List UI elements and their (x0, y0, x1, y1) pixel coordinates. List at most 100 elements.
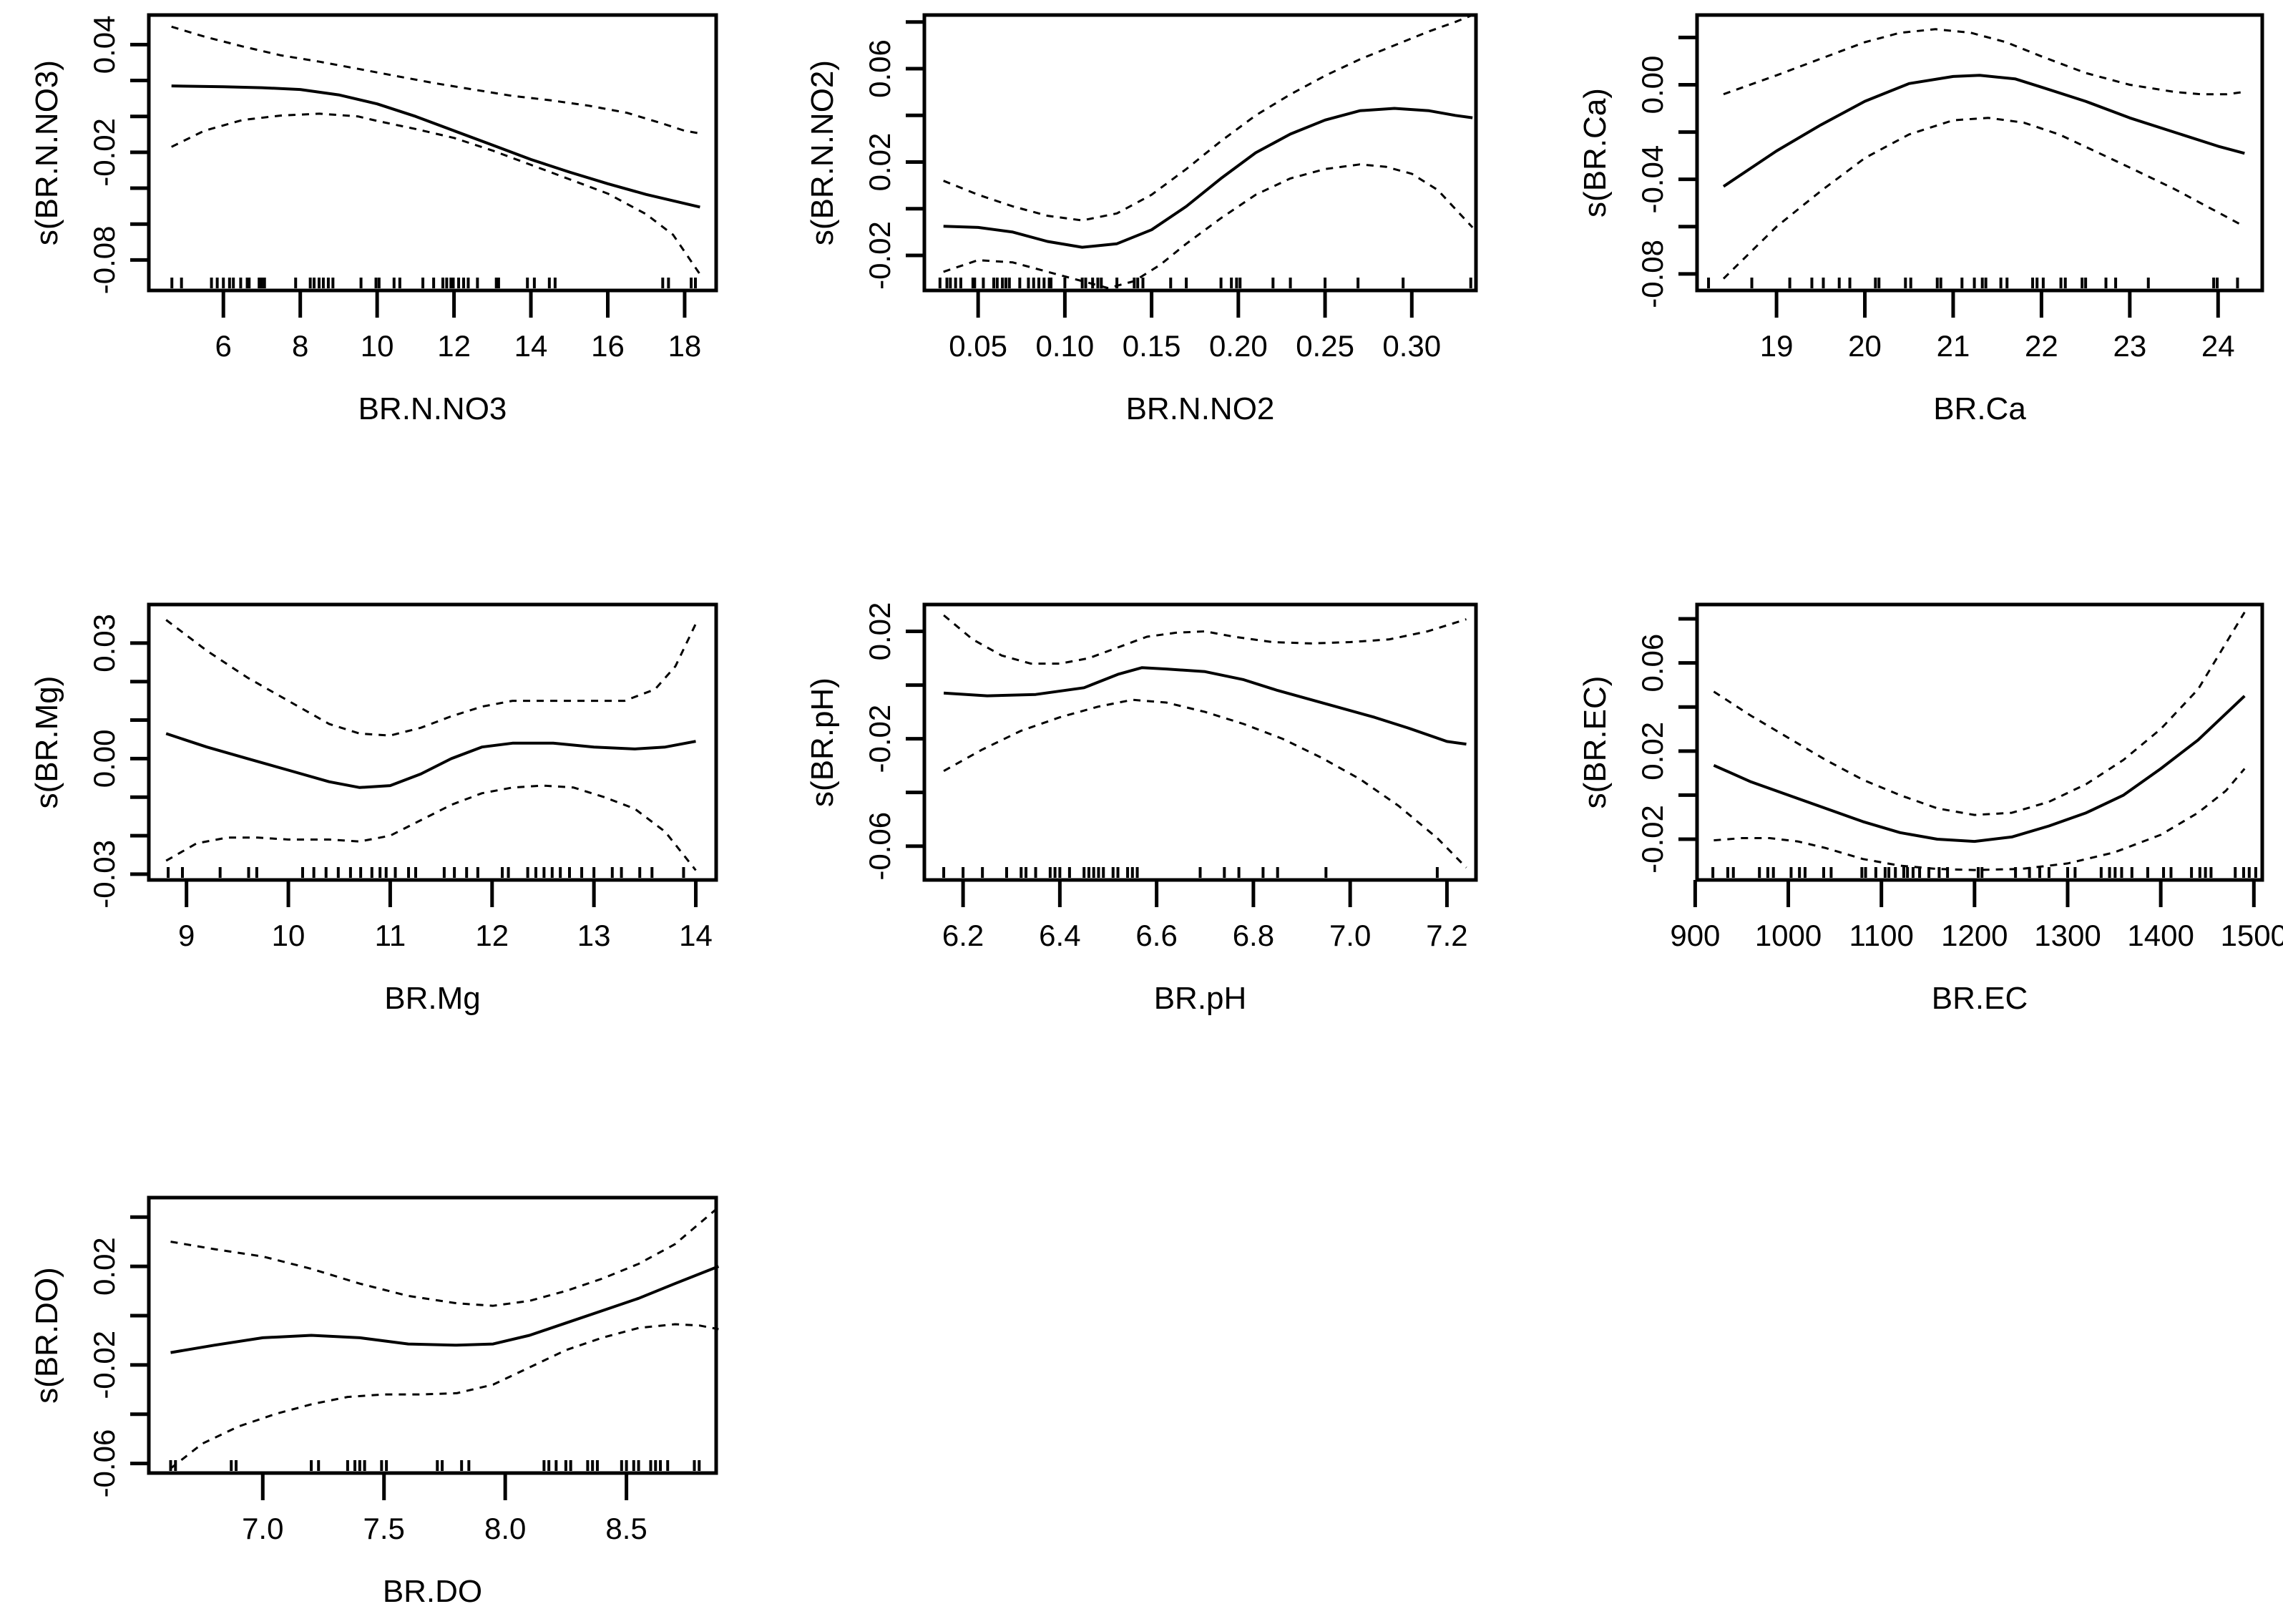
x-tick-label: 10 (272, 919, 305, 952)
panel-br-ec: 900 1000 1100 1200 1300 1400 1500 -0.02 0.02 0.06… (1578, 602, 2283, 1016)
fit-line (1722, 74, 2245, 188)
panel-br-mg: 9 10 11 12 13 14 -0.03 0.00 0.03 BR.Mg s(BR.Mg) (29, 602, 718, 1016)
lower-ci-line (170, 1323, 719, 1469)
x-tick-label: 12 (437, 329, 471, 363)
x-tick-label: 10 (361, 329, 394, 363)
fit-line (165, 732, 696, 789)
x-tick-label: 19 (1760, 329, 1794, 363)
upper-ci-line (1723, 28, 2245, 96)
x-tick-label: 21 (1937, 329, 1970, 363)
y-tick-label: -0.08 (1636, 240, 1669, 308)
y-tick-label: 0.06 (863, 39, 896, 98)
y-tick-label: 0.00 (87, 730, 121, 788)
y-tick-label: -0.03 (87, 840, 121, 909)
x-tick-label: 1500 (2221, 919, 2283, 952)
x-tick-label: 6.2 (942, 919, 984, 952)
y-tick-label: 0.02 (863, 602, 896, 661)
plot-frame (1695, 13, 2264, 293)
x-tick-label: 18 (668, 329, 702, 363)
y-tick-label: 0.03 (87, 614, 121, 672)
y-axis-title: s(BR.DO) (29, 1267, 64, 1404)
y-axis-title: s(BR.EC) (1578, 676, 1613, 809)
plot-frame (1695, 602, 2264, 882)
y-axis-title: s(BR.Ca) (1578, 88, 1613, 217)
x-tick-label: 14 (514, 329, 548, 363)
x-axis-title: BR.Ca (1933, 391, 2026, 426)
fit-line (943, 666, 1467, 746)
x-tick-label: 1000 (1755, 919, 1822, 952)
x-tick-label: 1200 (1941, 919, 2008, 952)
y-tick-label: 0.02 (87, 1237, 121, 1296)
x-tick-label: 0.20 (1209, 329, 1268, 363)
x-tick-label: 13 (577, 919, 611, 952)
y-tick-label: 0.06 (1636, 634, 1669, 693)
fit-line (943, 107, 1473, 249)
x-tick-label: 6.8 (1233, 919, 1274, 952)
x-tick-label: 0.05 (949, 329, 1007, 363)
plot-frame (147, 13, 718, 293)
y-tick-label: 0.00 (1636, 56, 1669, 114)
plot-frame (922, 602, 1478, 882)
x-tick-label: 1400 (2127, 919, 2194, 952)
lower-ci-line (943, 163, 1474, 290)
plot-frame (147, 1195, 718, 1475)
upper-ci-line (171, 25, 700, 134)
x-axis-title: BR.EC (1932, 981, 2028, 1016)
panel-br-n-no2: 0.05 0.10 0.15 0.20 0.25 0.30 -0.02 0.02 0.06 BR.… (805, 13, 1478, 426)
panel-br-do: 7.0 7.5 8.0 8.5 -0.06 -0.02 0.02 BR.DO s(BR.DO) (29, 1195, 720, 1609)
x-tick-label: 0.10 (1036, 329, 1095, 363)
x-tick-label: 9 (178, 919, 195, 952)
x-tick-label: 0.25 (1296, 329, 1354, 363)
y-tick-label: -0.02 (863, 221, 896, 290)
x-tick-label: 1100 (1849, 919, 1914, 952)
y-axis-title: s(BR.pH) (805, 678, 840, 807)
upper-ci-line (943, 614, 1467, 665)
y-tick-label: -0.06 (87, 1429, 121, 1498)
x-tick-label: 11 (375, 919, 406, 952)
x-tick-label: 23 (2113, 329, 2146, 363)
y-tick-label: 0.02 (1636, 722, 1669, 781)
y-tick-label: -0.06 (863, 812, 896, 881)
lower-ci-line (1714, 768, 2246, 871)
x-tick-label: 900 (1670, 919, 1720, 952)
plot-frame (147, 602, 718, 882)
x-tick-label: 22 (2025, 329, 2058, 363)
x-axis-title: BR.N.NO3 (358, 391, 507, 426)
lower-ci-line (165, 784, 697, 871)
x-tick-label: 7.2 (1426, 919, 1467, 952)
y-axis-title: s(BR.N.NO2) (805, 60, 840, 245)
upper-ci-line (170, 1206, 720, 1307)
x-tick-label: 6.4 (1039, 919, 1080, 952)
lower-ci-line (171, 112, 701, 275)
x-tick-label: 0.30 (1382, 329, 1441, 363)
x-tick-label: 7.0 (1329, 919, 1371, 952)
y-tick-label: -0.02 (1636, 805, 1669, 874)
fit-line (171, 84, 700, 209)
y-tick-label: -0.08 (87, 225, 121, 294)
panel-br-ph: 6.2 6.4 6.6 6.8 7.0 7.2 -0.06 -0.02 0.02 BR.pH s(B… (805, 602, 1478, 1016)
lower-ci-line (1722, 117, 2246, 280)
y-axis-title: s(BR.N.NO3) (29, 60, 64, 245)
y-tick-label: 0.02 (863, 133, 896, 192)
x-tick-label: 20 (1848, 329, 1882, 363)
x-tick-label: 24 (2201, 329, 2235, 363)
x-tick-label: 7.5 (363, 1512, 405, 1545)
x-tick-label: 14 (679, 919, 713, 952)
x-tick-label: 6.6 (1135, 919, 1177, 952)
x-tick-label: 12 (475, 919, 509, 952)
x-tick-label: 8 (292, 329, 308, 363)
x-tick-label: 16 (591, 329, 625, 363)
panel-br-ca: 19 20 21 22 23 24 -0.08 -0.04 0.00 BR.Ca s(BR.Ca) (1578, 13, 2264, 426)
panel-br-n-no3: 6 8 10 12 14 16 18 -0.08 -0.02 0.04 BR.N.NO3 s(BR.N… (29, 13, 718, 426)
x-tick-label: 8.5 (605, 1512, 647, 1545)
x-tick-label: 6 (215, 329, 232, 363)
x-axis-title: BR.pH (1154, 981, 1247, 1016)
upper-ci-line (1713, 612, 2246, 816)
x-tick-label: 1300 (2034, 919, 2101, 952)
fit-line (170, 1265, 720, 1354)
x-tick-label: 8.0 (484, 1512, 526, 1545)
x-axis-title: BR.Mg (384, 981, 480, 1016)
x-axis-title: BR.N.NO2 (1126, 391, 1275, 426)
